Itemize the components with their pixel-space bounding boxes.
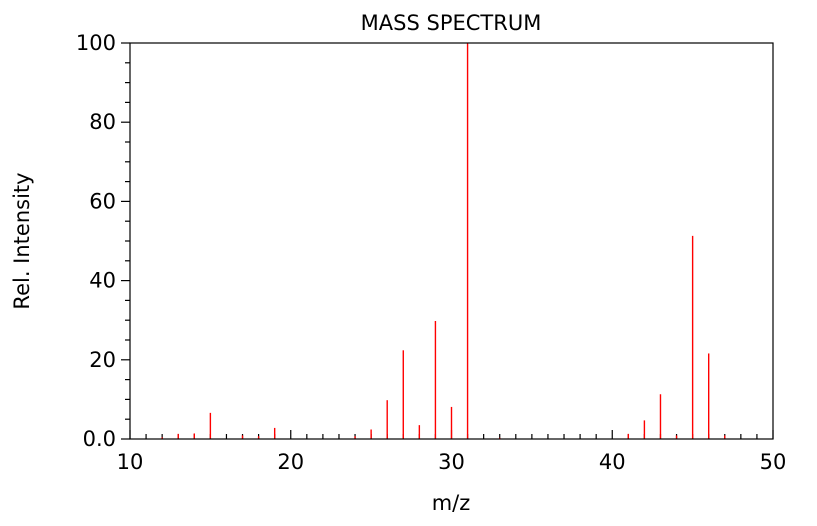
- y-tick-label: 100: [76, 31, 116, 55]
- x-tick-label: 10: [117, 450, 144, 474]
- y-tick-label: 80: [89, 110, 116, 134]
- y-tick-label: 40: [89, 269, 116, 293]
- y-tick-label: 0.0: [83, 427, 116, 451]
- x-tick-label: 30: [438, 450, 465, 474]
- y-tick-label: 20: [89, 348, 116, 372]
- chart-title: MASS SPECTRUM: [361, 11, 542, 35]
- tick-labels: 10 20 30 40 50 0.0 20 40 60 80 100: [76, 31, 786, 474]
- axis-ticks: [121, 42, 774, 440]
- plot-frame: [129, 42, 774, 440]
- x-axis-label: m/z: [432, 491, 471, 515]
- x-tick-label: 40: [599, 450, 626, 474]
- spectrum-peaks: [161, 43, 726, 439]
- y-axis-label: Rel. Intensity: [10, 172, 34, 309]
- x-tick-label: 20: [277, 450, 304, 474]
- x-tick-label: 50: [760, 450, 787, 474]
- y-tick-label: 60: [89, 189, 116, 213]
